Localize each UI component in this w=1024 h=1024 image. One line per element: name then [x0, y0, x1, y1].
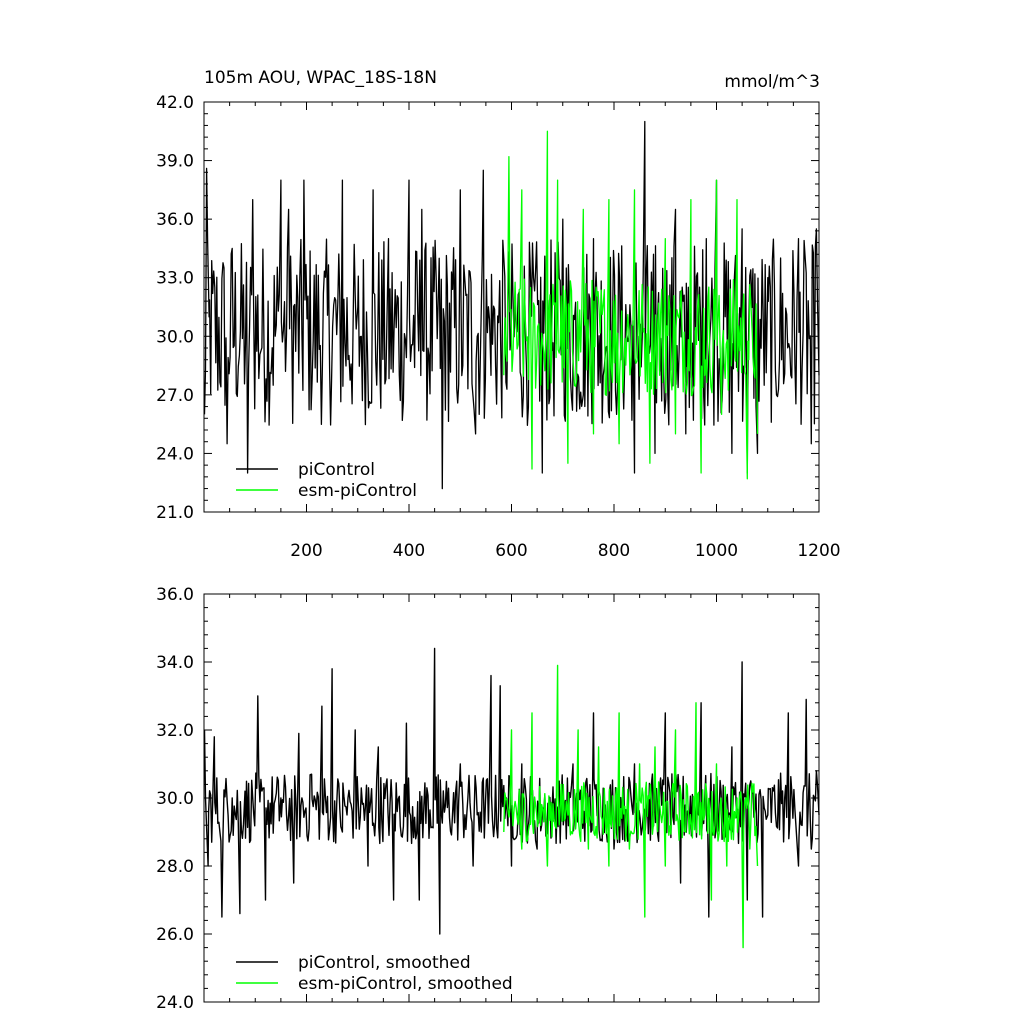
legend-label-esm-picontrol-smoothed: esm-piControl, smoothed	[298, 974, 513, 994]
y-tick-label: 36.0	[156, 210, 194, 230]
y-tick-label: 39.0	[156, 152, 194, 172]
bottom-axes: 24.0 26.0 28.0 30.0 32.0 34.0 36.0	[156, 585, 820, 1013]
y-tick-label: 28.0	[156, 857, 194, 877]
x-tick-label: 1200	[797, 541, 840, 561]
y-tick-label: 26.0	[156, 925, 194, 945]
series-line-esm-picontrol-smoothed	[503, 664, 759, 949]
x-tick-label: 400	[393, 541, 425, 561]
y-tick-label: 34.0	[156, 653, 194, 673]
x-tick-label: 600	[495, 541, 527, 561]
y-tick-label: 33.0	[156, 269, 194, 289]
y-tick-label: 24.0	[156, 444, 194, 464]
bottom-legend: piControl, smoothed esm-piControl, smoot…	[236, 953, 513, 994]
y-tick-label: 30.0	[156, 327, 194, 347]
y-tick-label: 27.0	[156, 386, 194, 406]
top-panel: 105m AOU, WPAC_18S-18N mmol/m^3 21.0 24.0…	[156, 68, 840, 561]
top-axes: 21.0 24.0 27.0 30.0 33.0 36.0 39.0 42.0 200 400 60…	[156, 93, 840, 561]
chart-title: 105m AOU, WPAC_18S-18N	[204, 68, 437, 88]
series-line-picontrol	[203, 120, 820, 490]
series-line-esm-picontrol	[503, 130, 759, 480]
y-tick-label: 21.0	[156, 503, 194, 523]
legend-label-esm-picontrol: esm-piControl	[298, 481, 417, 501]
bottom-panel: 24.0 26.0 28.0 30.0 32.0 34.0 36.0 piControl, …	[156, 585, 820, 1013]
legend-label-picontrol-smoothed: piControl, smoothed	[298, 953, 471, 973]
bottom-plot-frame	[203, 593, 820, 1003]
x-tick-label: 1000	[695, 541, 738, 561]
series-line-picontrol-smoothed	[203, 647, 820, 935]
y-tick-label: 36.0	[156, 585, 194, 605]
x-tick-label: 200	[290, 541, 322, 561]
legend-label-picontrol: piControl	[298, 460, 375, 480]
y-tick-label: 24.0	[156, 993, 194, 1013]
y-tick-label: 42.0	[156, 93, 194, 113]
y-tick-label: 30.0	[156, 789, 194, 809]
top-legend: piControl esm-piControl	[236, 460, 417, 501]
top-series-group	[203, 120, 820, 490]
top-plot-frame	[203, 101, 820, 513]
units-label: mmol/m^3	[724, 72, 820, 92]
y-tick-label: 32.0	[156, 721, 194, 741]
bottom-series-group	[203, 647, 820, 949]
x-tick-label: 800	[598, 541, 630, 561]
